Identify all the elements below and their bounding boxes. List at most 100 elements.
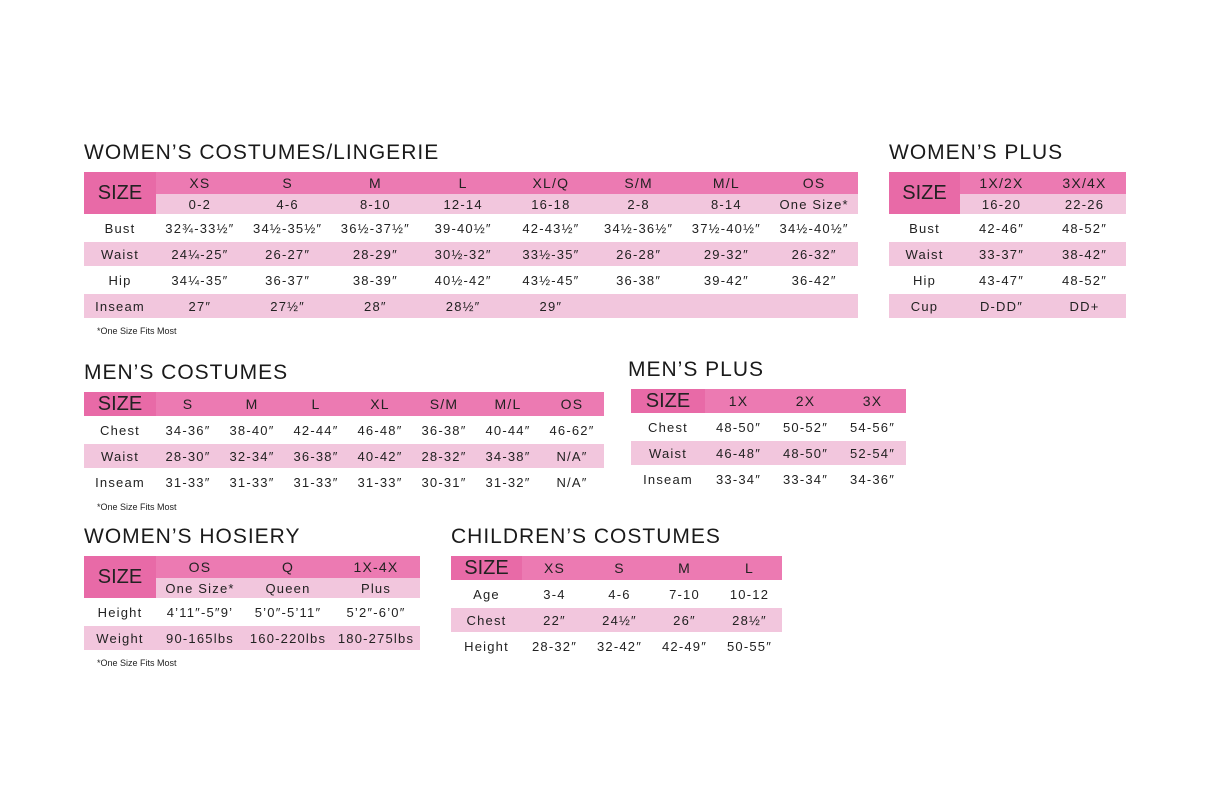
table-row: Hip 43-47″ 48-52″ <box>889 268 1126 292</box>
measurement-cell: 28-32″ <box>531 638 578 654</box>
size-header: OS <box>540 392 604 416</box>
size-header: XL/Q <box>507 172 595 194</box>
size-table: SIZE 1X 2X 3X Chest 48-50″ 50-52″ 54-56″ Waist 46… <box>631 389 906 491</box>
size-header: 1X/2X <box>960 172 1043 194</box>
row-label: Chest <box>100 422 140 438</box>
size-header-row: SIZE OS Q 1X-4X <box>84 556 420 598</box>
numeric-size-row: One Size* Queen Plus <box>84 578 420 598</box>
measurement-cell: 31-32″ <box>485 474 531 490</box>
measurement-cell: N/A″ <box>556 474 588 490</box>
measurement-cell: 5’2″-6’0″ <box>346 604 406 620</box>
row-label: Waist <box>84 242 156 266</box>
numeric-size: 22-26 <box>1043 194 1126 214</box>
section-title: WOMEN’S COSTUMES/LINGERIE <box>84 141 440 164</box>
table-row: Weight 90-165lbs 160-220lbs 180-275lbs <box>84 626 420 650</box>
measurement-cell: 26-28″ <box>594 242 683 266</box>
row-label: Inseam <box>95 474 145 490</box>
measurement-cell: 5’0″-5’11″ <box>254 604 322 620</box>
table-row: Height 28-32″ 32-42″ 42-49″ 50-55″ <box>451 634 782 658</box>
measurement-cell: 28½″ <box>419 294 507 318</box>
table-row: Chest 48-50″ 50-52″ 54-56″ <box>631 415 906 439</box>
size-header: S <box>587 556 652 580</box>
measurement-cell <box>770 294 858 318</box>
size-header: XS <box>156 172 244 194</box>
row-label: Hip <box>912 272 937 288</box>
table-row: Waist 28-30″ 32-34″ 36-38″ 40-42″ 28-32″ 34-38… <box>84 444 604 468</box>
size-header: S <box>156 392 220 416</box>
measurement-cell: 42-43½″ <box>522 220 580 236</box>
row-label: Age <box>473 586 500 602</box>
measurement-cell: 36-38″ <box>284 444 348 468</box>
size-header-row: SIZE XS S M L <box>451 556 782 580</box>
measurement-cell: 28-32″ <box>412 444 476 468</box>
size-header-row: SIZE 1X 2X 3X <box>631 389 906 413</box>
size-header: 3X/4X <box>1043 172 1126 194</box>
row-label: Waist <box>631 441 705 465</box>
size-header: M <box>331 172 420 194</box>
measurement-cell: 39-42″ <box>703 272 749 288</box>
row-label: Waist <box>889 242 960 266</box>
measurement-cell: DD+ <box>1043 294 1126 318</box>
measurement-cell: 3-4 <box>543 586 566 602</box>
row-label: Weight <box>84 626 156 650</box>
measurement-cell: 36-38″ <box>616 272 662 288</box>
mens-plus-section: MEN’S PLUS SIZE 1X 2X 3X Chest 48-50″ 50-52″ 54-… <box>628 358 906 491</box>
measurement-cell: 33½-35″ <box>507 242 595 266</box>
numeric-size: 0-2 <box>156 194 244 214</box>
size-header: 1X <box>705 389 772 413</box>
size-header: L <box>717 556 782 580</box>
measurement-cell: 26″ <box>652 608 717 632</box>
table-row: Inseam 33-34″ 33-34″ 34-36″ <box>631 467 906 491</box>
measurement-cell: 31-33″ <box>229 474 275 490</box>
measurement-cell: 27″ <box>156 294 244 318</box>
numeric-size: 2-8 <box>594 194 683 214</box>
measurement-cell: 4-6 <box>608 586 631 602</box>
measurement-cell: 38-42″ <box>1043 242 1126 266</box>
measurement-cell: 50-52″ <box>782 419 829 435</box>
size-header: XL <box>348 392 412 416</box>
measurement-cell: 42-44″ <box>293 422 339 438</box>
numeric-size: 16-18 <box>507 194 595 214</box>
measurement-cell: 48-52″ <box>1061 272 1108 288</box>
size-header: L <box>419 172 507 194</box>
measurement-cell: 28″ <box>331 294 420 318</box>
row-label: Hip <box>108 272 132 288</box>
size-label: SIZE <box>84 392 156 416</box>
table-row: Waist 24¼-25″ 26-27″ 28-29″ 30½-32″ 33½-35″ 26… <box>84 242 858 266</box>
section-title: MEN’S PLUS <box>628 358 765 381</box>
measurement-cell: 34-36″ <box>165 422 211 438</box>
numeric-size: Plus <box>332 578 420 598</box>
size-label: SIZE <box>84 172 156 214</box>
row-label: Bust <box>909 220 940 236</box>
measurement-cell: 54-56″ <box>849 419 896 435</box>
row-label: Inseam <box>84 294 156 318</box>
table-row: Inseam 31-33″ 31-33″ 31-33″ 31-33″ 30-31″ 31-3… <box>84 470 604 494</box>
numeric-size-row: 0-2 4-6 8-10 12-14 16-18 2-8 8-14 One Size* <box>84 194 858 214</box>
measurement-cell: 33-37″ <box>960 242 1043 266</box>
measurement-cell: 22″ <box>522 608 587 632</box>
measurement-cell: 32¾-33½″ <box>165 220 235 236</box>
measurement-cell: 40-44″ <box>485 422 531 438</box>
section-title: WOMEN’S PLUS <box>889 141 1064 164</box>
size-label: SIZE <box>84 556 156 598</box>
measurement-cell: 34¼-35″ <box>171 272 229 288</box>
measurement-cell: 24¼-25″ <box>156 242 244 266</box>
size-header: OS <box>770 172 858 194</box>
measurement-cell: 29″ <box>507 294 595 318</box>
size-header: M <box>220 392 284 416</box>
measurement-cell: 31-33″ <box>165 474 211 490</box>
measurement-cell: 7-10 <box>669 586 700 602</box>
measurement-cell: 29-32″ <box>682 242 771 266</box>
row-label: Chest <box>648 419 688 435</box>
table-row: Bust 32¾-33½″ 34½-35½″ 36½-37½″ 39-40½″ 42-43… <box>84 216 858 240</box>
section-title: CHILDREN’S COSTUMES <box>451 525 721 548</box>
section-title: WOMEN’S HOSIERY <box>84 525 301 548</box>
size-header: S <box>243 172 332 194</box>
measurement-cell: 40½-42″ <box>434 272 492 288</box>
size-header: Q <box>244 556 332 578</box>
size-header: M/L <box>682 172 771 194</box>
numeric-size-row: 16-20 22-26 <box>889 194 1126 214</box>
footnote: *One Size Fits Most <box>97 658 177 668</box>
measurement-cell: 33-34″ <box>715 471 762 487</box>
measurement-cell: 36-42″ <box>791 272 837 288</box>
